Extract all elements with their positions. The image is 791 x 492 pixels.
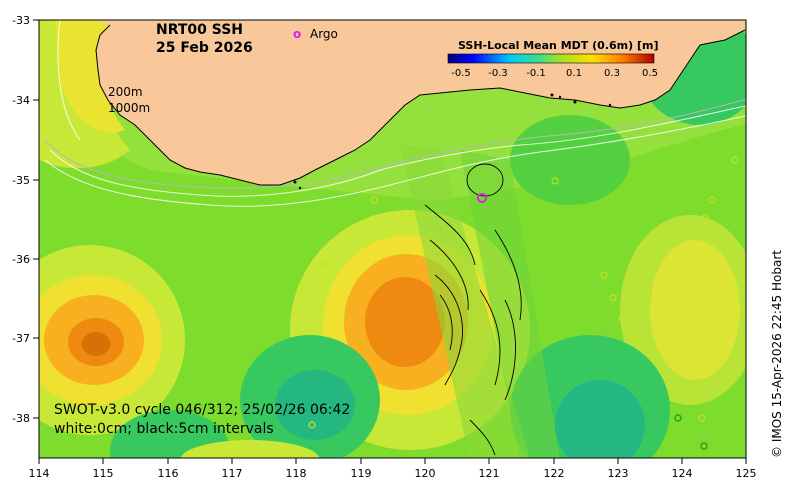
coastal-islands [293,93,612,190]
argo-legend-symbol: o [293,27,301,41]
map-date: 25 Feb 2026 [156,40,253,56]
y-axis-labels: -33 -34 -35 -36 -37 -38 [12,14,30,425]
isobath-label-200m: 200m [108,85,143,99]
x-axis-labels: 114 115 116 117 118 119 120 121 122 123 … [29,467,757,480]
x-tick-label: 114 [29,467,50,480]
south-warm-patch [180,440,320,458]
west-coast-yellow [55,20,125,133]
east-warm-inner [650,240,740,380]
cold-eddy-south-core [275,370,355,440]
x-tick-label: 124 [672,467,693,480]
colorbar-tick: -0.5 [451,68,471,79]
float-markers-dark [674,414,708,450]
x-tick-label: 125 [736,467,757,480]
colorbar-tick: 0.5 [642,68,658,79]
isobath-label-1000m: 1000m [108,101,150,115]
map-field [39,20,746,458]
y-tick-label: -35 [12,174,30,187]
sw-eddy-center [82,332,110,356]
swot-swath-left [400,145,530,458]
y-tick-label: -34 [12,94,30,107]
x-tick-label: 122 [544,467,565,480]
y-tick-label: -37 [12,332,30,345]
y-tick-label: -38 [12,412,30,425]
x-tick-label: 123 [608,467,629,480]
swot-swath-right [460,150,560,458]
contour-annotation: white:0cm; black:5cm intervals [54,421,274,437]
float-markers [308,156,739,429]
x-tick-label: 120 [415,467,436,480]
y-tick-label: -36 [12,253,30,266]
isobath-lines [44,98,746,189]
colorbar-tick: 0.3 [604,68,620,79]
colorbar: SSH-Local Mean MDT (0.6m) [m] -0.5 -0.3 … [447,39,658,79]
argo-legend-label: Argo [310,27,338,41]
colorbar-tick: 0.1 [566,68,582,79]
map-title: NRT00 SSH [156,22,243,38]
x-tick-label: 116 [158,467,179,480]
swot-annotation: SWOT-v3.0 cycle 046/312; 25/02/26 06:42 [54,402,350,418]
colorbar-tick: -0.3 [488,68,508,79]
x-tick-label: 119 [351,467,372,480]
x-tick-label: 121 [479,467,500,480]
cold-eddy-southwest [110,410,230,458]
colorbar-title: SSH-Local Mean MDT (0.6m) [m] [458,39,658,52]
argo-float-marker [477,193,487,203]
x-tick-label: 117 [222,467,243,480]
x-tick-label: 118 [286,467,307,480]
black-contours [424,163,522,456]
axis-ticks [33,19,747,464]
colorbar-gradient [447,53,655,64]
colorbar-tick: -0.1 [526,68,546,79]
cold-patch-east [510,115,630,205]
white-contours [44,20,746,207]
cold-eddy-southeast-core [555,380,645,458]
x-tick-label: 115 [93,467,114,480]
central-eddy-core [365,277,445,367]
imos-credit: © IMOS 15-Apr-2026 22:45 Hobart [770,250,784,458]
y-tick-label: -33 [12,14,30,27]
coastline [95,24,746,186]
plot-frame [38,19,747,459]
